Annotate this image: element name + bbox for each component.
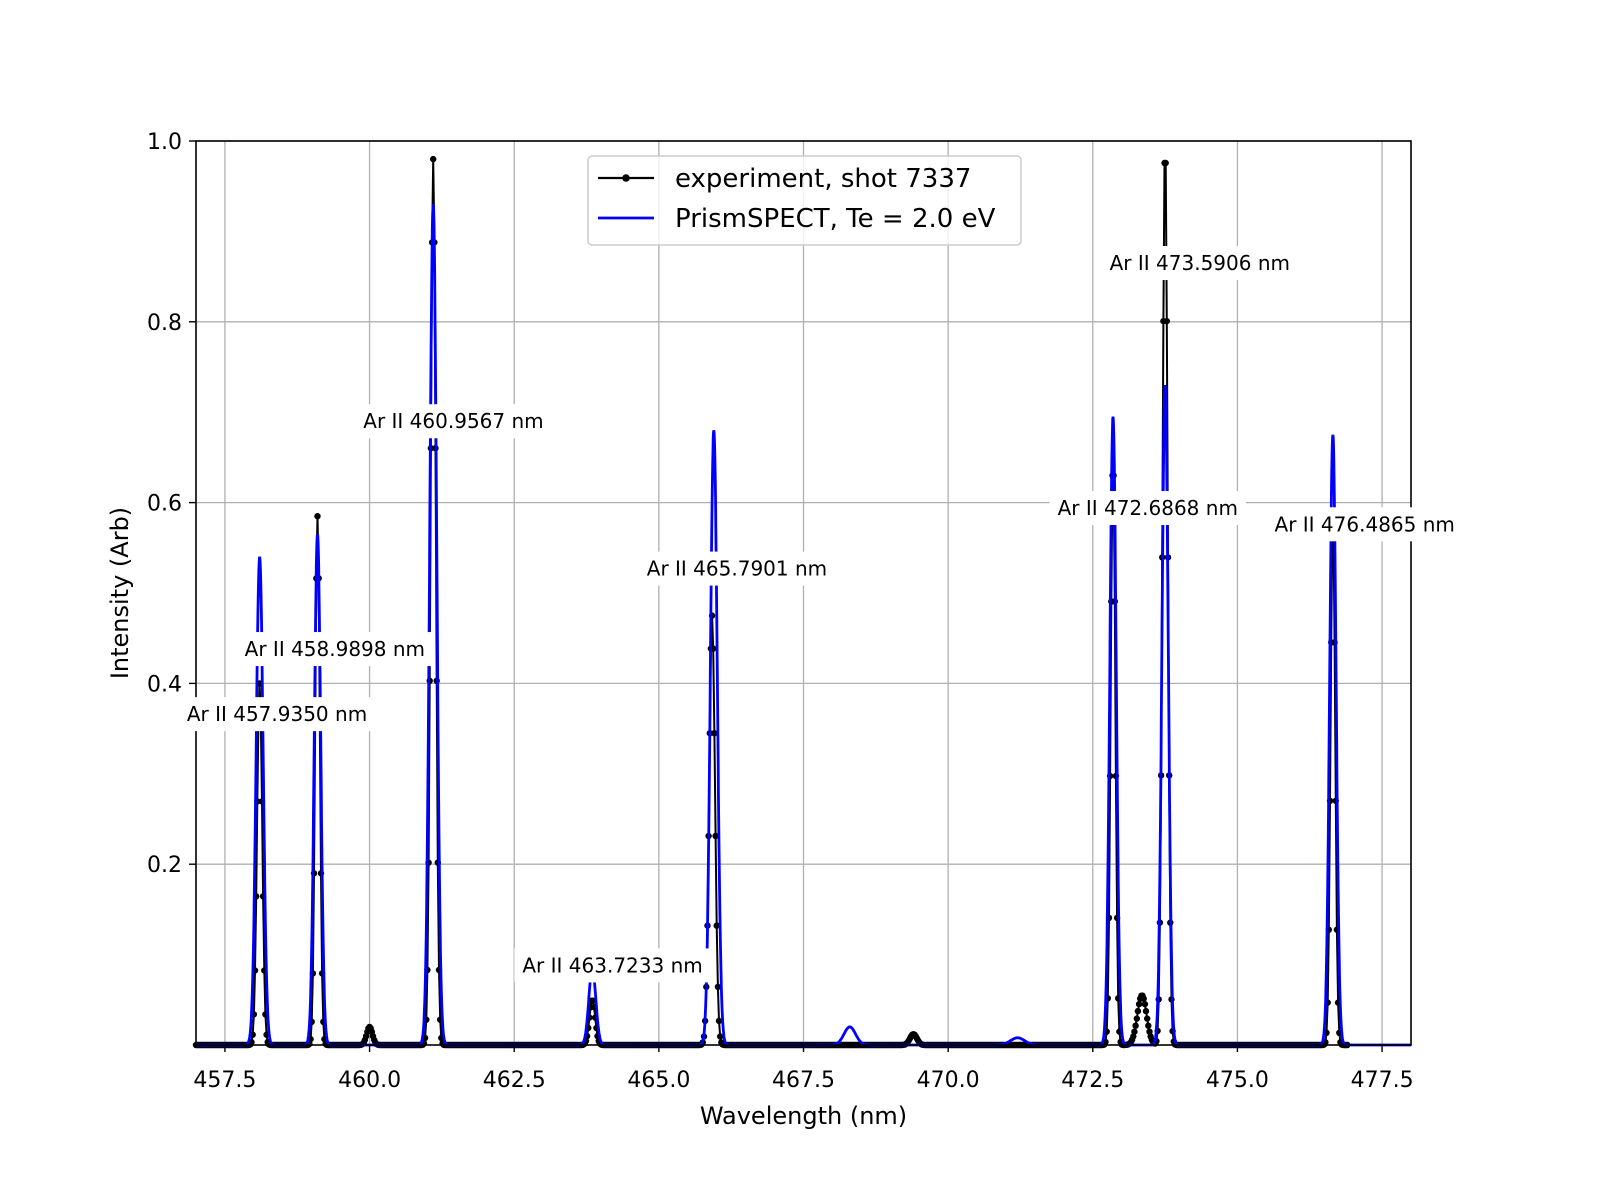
annotation-text: Ar II 458.9898 nm — [245, 637, 425, 661]
legend-box — [587, 155, 1022, 246]
annotation-background — [638, 551, 836, 586]
x-tick-label: 457.5 — [193, 1068, 256, 1093]
data-point — [1141, 1000, 1149, 1008]
data-point — [1133, 1015, 1141, 1022]
legend-entry-prismspect: PrismSPECT, Te = 2.0 eV — [675, 204, 996, 234]
line-annotation: Ar II 458.9898 nm — [236, 632, 434, 667]
annotation-background — [514, 948, 711, 983]
annotation-background — [1101, 246, 1299, 281]
data-point — [430, 155, 437, 163]
line-annotation: Ar II 476.4865 nm — [1266, 507, 1463, 542]
line-annotation: Ar II 457.9350 nm — [178, 697, 376, 732]
y-tick-label: 0.6 — [147, 492, 182, 517]
x-tick-label: 462.5 — [483, 1068, 546, 1093]
annotation-background — [355, 404, 552, 439]
annotation-background — [236, 632, 434, 667]
annotation-text: Ar II 472.6868 nm — [1058, 496, 1238, 520]
legend-entry-experiment: experiment, shot 7337 — [675, 164, 971, 194]
data-point — [1131, 1028, 1138, 1035]
data-point — [1162, 159, 1169, 167]
y-tick-label: 0.8 — [147, 311, 182, 336]
annotation-text: Ar II 457.9350 nm — [187, 702, 367, 726]
data-point — [717, 1033, 724, 1040]
data-point — [314, 513, 321, 520]
annotation-background — [1266, 507, 1463, 542]
line-annotation: Ar II 460.9567 nm — [355, 404, 552, 439]
x-tick-label: 470.0 — [917, 1068, 980, 1093]
legend-marker-experiment — [622, 174, 630, 182]
legend: experiment, shot 7337 PrismSPECT, Te = 2… — [587, 155, 1022, 246]
data-point — [1144, 1015, 1151, 1022]
y-tick-label: 0.4 — [147, 672, 182, 697]
y-tick-label: 1.0 — [147, 130, 182, 155]
line-annotation: Ar II 472.6868 nm — [1049, 491, 1246, 526]
annotation-background — [1049, 491, 1246, 526]
x-tick-label: 475.0 — [1206, 1068, 1269, 1093]
line-annotations: Ar II 457.9350 nm Ar II 458.9898 nm Ar II … — [178, 246, 1463, 983]
data-point — [714, 983, 722, 991]
line-annotation: Ar II 463.7233 nm — [514, 948, 711, 983]
annotation-text: Ar II 476.4865 nm — [1275, 512, 1455, 536]
axis-ticks: 457.5 460.0 462.5 465.0 467.5 470.0 472.5 475.0… — [147, 130, 1414, 1093]
x-tick-label: 477.5 — [1351, 1068, 1414, 1093]
data-point — [713, 922, 720, 929]
y-axis-label: Intensity (Arb) — [106, 507, 134, 679]
data-point — [711, 730, 718, 737]
x-tick-label: 472.5 — [1061, 1068, 1124, 1093]
line-annotation: Ar II 473.5906 nm — [1101, 246, 1299, 281]
annotation-text: Ar II 473.5906 nm — [1110, 251, 1290, 275]
data-point — [712, 832, 719, 840]
data-point — [1132, 1022, 1139, 1029]
data-point — [1163, 317, 1171, 325]
x-tick-label: 465.0 — [627, 1068, 690, 1093]
x-axis-label: Wavelength (nm) — [700, 1102, 907, 1130]
annotation-background — [178, 697, 376, 732]
data-point — [1145, 1022, 1152, 1029]
line-annotation: Ar II 465.7901 nm — [638, 551, 836, 586]
x-tick-label: 467.5 — [772, 1068, 835, 1093]
data-point — [1142, 1007, 1150, 1015]
data-point — [1134, 1007, 1142, 1015]
data-point — [1135, 1000, 1143, 1008]
x-tick-label: 460.0 — [338, 1068, 401, 1093]
annotation-text: Ar II 465.7901 nm — [647, 557, 827, 581]
annotation-text: Ar II 460.9567 nm — [363, 409, 543, 433]
y-tick-label: 0.2 — [147, 853, 182, 878]
data-point — [715, 1017, 723, 1025]
data-point — [1140, 995, 1147, 1002]
annotation-text: Ar II 463.7233 nm — [522, 953, 702, 977]
